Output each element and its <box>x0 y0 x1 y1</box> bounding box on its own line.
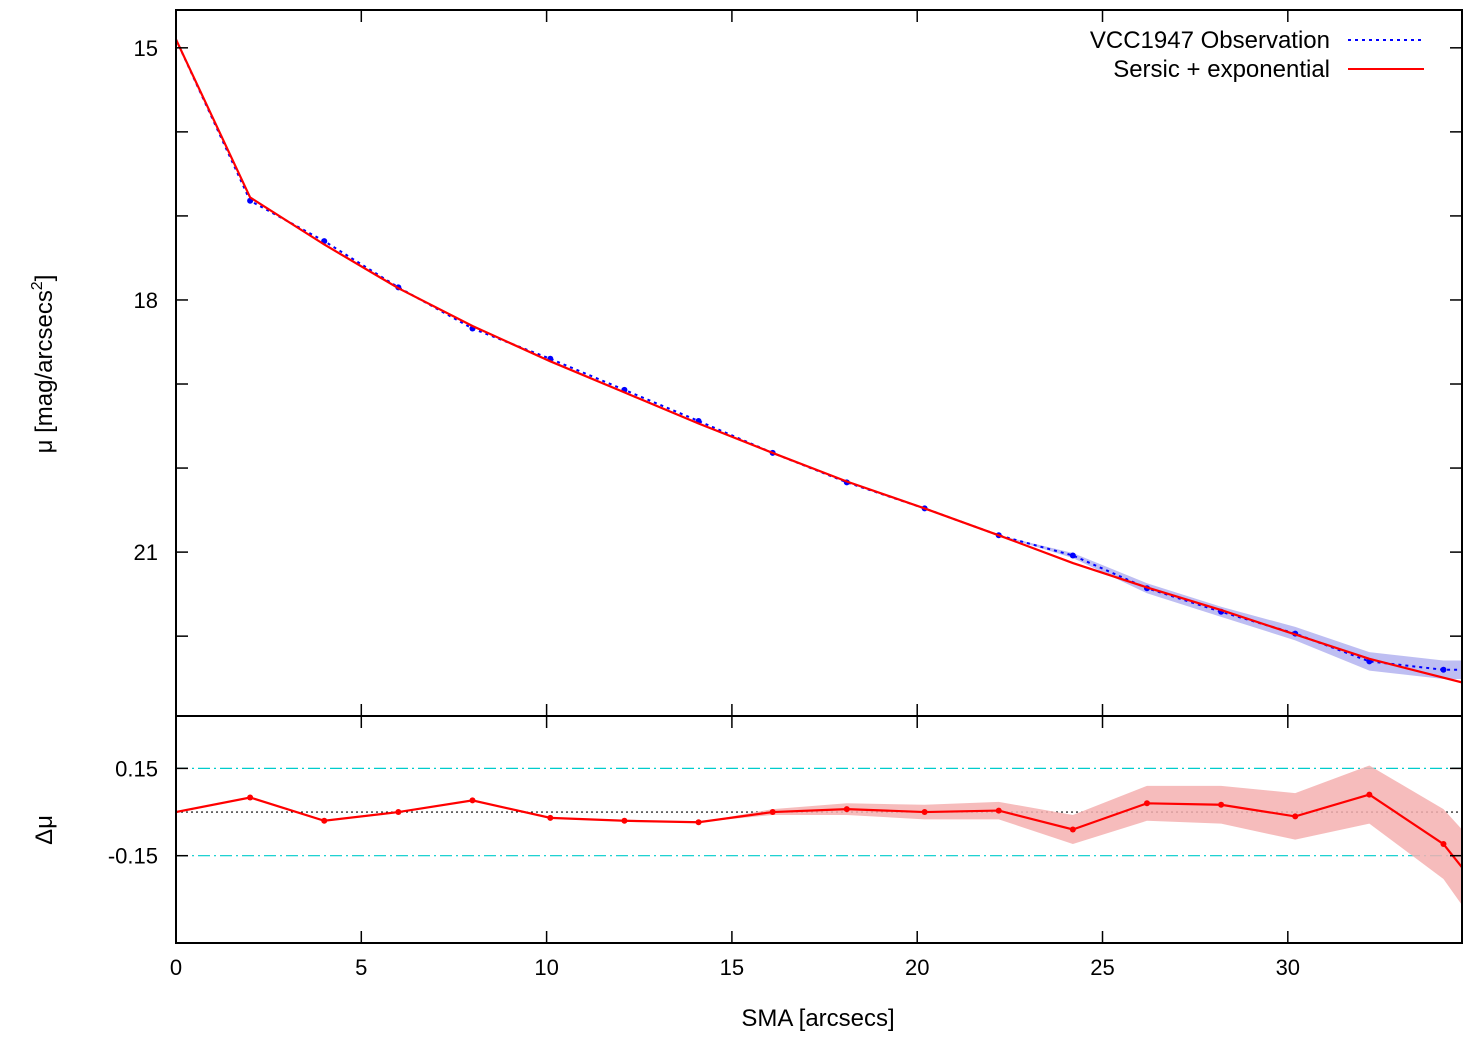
series-line-observation <box>176 38 1462 671</box>
y-tick-label: 0.15 <box>115 756 158 781</box>
y-tick-label: 15 <box>134 36 158 61</box>
data-point-residual <box>843 806 850 813</box>
y-axis-title-residual: Δμ <box>31 815 58 845</box>
legend-label-observation: VCC1947 Observation <box>1090 27 1330 54</box>
x-tick-label: 20 <box>905 955 929 980</box>
profile-panel: 15 18 21 <box>134 9 1463 717</box>
data-point-observation <box>1069 552 1076 559</box>
data-point-residual <box>769 809 776 816</box>
data-point-residual <box>321 817 328 824</box>
data-point-residual <box>1143 800 1150 807</box>
x-axis-title: SMA [arcsecs] <box>741 1005 894 1032</box>
y-axis-title-superscript: 2 <box>29 281 46 290</box>
data-point-residual <box>1069 826 1076 833</box>
legend: VCC1947 Observation Sersic + exponential <box>1090 27 1424 83</box>
error-band-observation <box>176 39 1462 680</box>
data-point-residual <box>1440 841 1447 848</box>
x-tick-label: 10 <box>534 955 558 980</box>
data-point-residual <box>621 817 628 824</box>
x-tick-label: 25 <box>1090 955 1114 980</box>
data-point-residual <box>547 814 554 821</box>
series-line-model <box>176 38 1462 684</box>
y-tick-label: -0.15 <box>108 844 158 869</box>
plot-frame <box>175 715 1463 944</box>
error-band-residual <box>176 765 1462 906</box>
data-point-residual <box>921 809 928 816</box>
y-tick-label: 18 <box>134 288 158 313</box>
data-point-residual <box>1366 791 1373 798</box>
x-tick-label: 30 <box>1276 955 1300 980</box>
residual-panel: 0 5 10 15 20 25 30 0.15 -0.15 <box>108 715 1463 980</box>
data-point-residual <box>469 797 476 804</box>
data-point-residual <box>395 809 402 816</box>
data-point-residual <box>995 807 1002 814</box>
data-point-observation <box>1440 666 1447 673</box>
legend-label-model: Sersic + exponential <box>1113 56 1330 83</box>
y-axis-title-profile: μ [mag/arcsecs2] <box>29 275 58 454</box>
x-tick-label: 0 <box>170 955 182 980</box>
plot-frame <box>175 9 1463 717</box>
plot-area <box>176 765 1462 906</box>
data-point-residual <box>695 819 702 826</box>
plot-area <box>176 38 1462 684</box>
y-tick-label: 21 <box>134 540 158 565</box>
y-axis-title-close: ] <box>31 275 58 282</box>
data-point-residual <box>247 794 254 801</box>
data-point-residual <box>1218 801 1225 808</box>
y-axis-title-text: μ [mag/arcsecs <box>31 290 58 453</box>
x-tick-label: 5 <box>355 955 367 980</box>
x-tick-label: 15 <box>720 955 744 980</box>
data-point-residual <box>1292 813 1299 820</box>
